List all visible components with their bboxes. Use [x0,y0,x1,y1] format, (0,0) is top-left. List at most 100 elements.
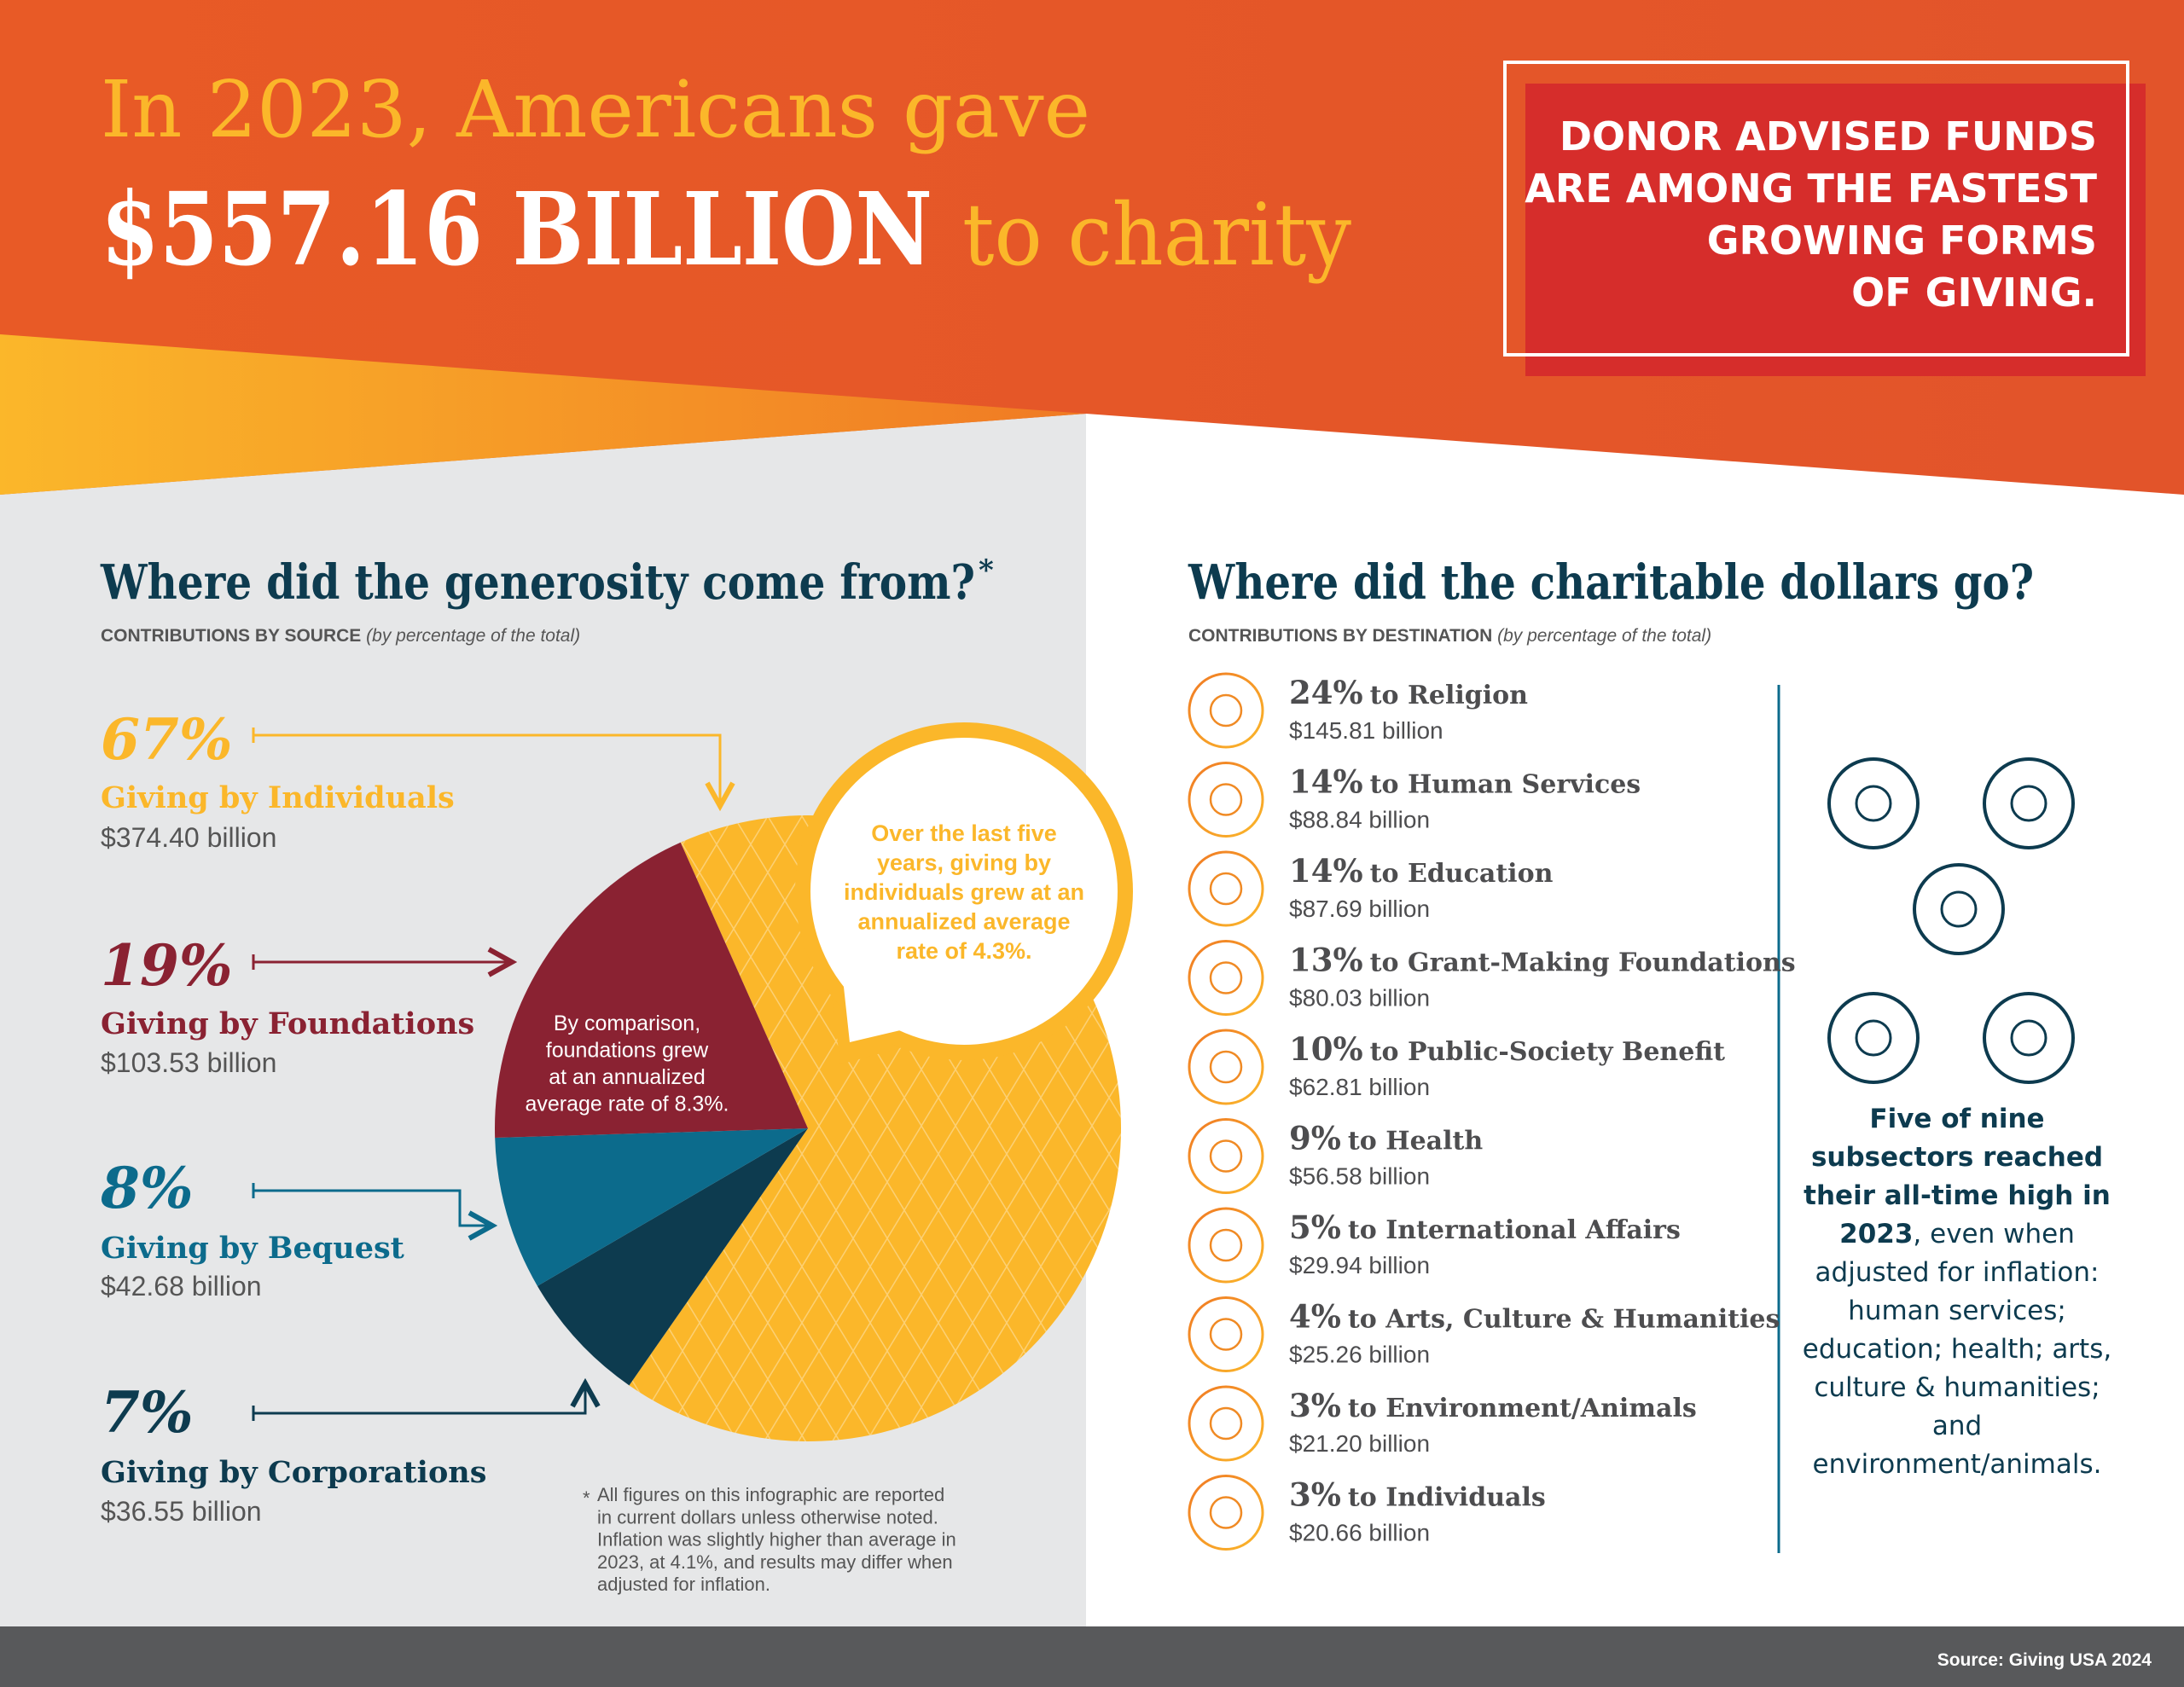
icon-ring [1188,1029,1264,1105]
sector-icon [1983,757,2075,849]
destination-line: 9% to Health [1289,1120,1483,1157]
callout-box [1525,84,2146,376]
destination-line: 13% to Grant-Making Foundations [1289,942,1796,979]
destination-amount: $25.26 billion [1289,1342,1430,1368]
annotation: rate of 4.3%. [896,938,1031,964]
arrow [253,1189,492,1226]
destination-percent: 9% [1289,1120,1341,1157]
header-accent [0,334,1086,495]
icon-glyph [1209,1139,1243,1173]
arrow [253,733,720,806]
sidebar-text: Five of nine subsectors reached their al… [1786,1100,2128,1484]
destination-label: to Individuals [1348,1483,1546,1513]
annotation: years, giving by [877,850,1051,876]
destination-amount: $62.81 billion [1289,1074,1430,1100]
arrow [253,1383,585,1415]
destination-label: to Human Services [1370,770,1641,800]
icon-glyph [1209,961,1243,994]
destination-amount: $56.58 billion [1289,1163,1430,1190]
destination-amount: $20.66 billion [1289,1520,1430,1546]
annotation: By comparison, [554,1012,700,1035]
subtitle: CONTRIBUTIONS BY DESTINATION [1188,626,1492,646]
icon-glyph [1209,1228,1243,1262]
icon-glyph [1209,693,1243,728]
annotation: at an annualized [549,1065,705,1089]
source-subtitle: CONTRIBUTIONS BY SOURCE (by percentage o… [101,626,580,646]
callout-outline [1503,61,2129,357]
footnote: in current dollars unless otherwise note… [597,1506,938,1528]
source-amount: $36.55 billion [101,1496,262,1527]
icon-ring [1188,672,1264,749]
destination-percent: 3% [1289,1387,1341,1424]
pie-slice [495,1128,808,1286]
bubble [810,738,1118,1045]
source-amount: $103.53 billion [101,1047,276,1078]
destination-label: to Religion [1370,681,1529,710]
subtitle: CONTRIBUTIONS BY SOURCE [101,626,361,646]
footnote: 2023, at 4.1%, and results may differ wh… [597,1551,953,1573]
destination-percent: 13% [1289,942,1363,979]
destination-percent: 24% [1289,674,1363,711]
sector-icon [1827,992,1920,1084]
headline-amount: $557.16 BILLION [101,170,932,288]
destination-amount: $87.69 billion [1289,896,1430,922]
source-label: Giving by Corporations [101,1455,486,1490]
destination-percent: 14% [1289,763,1363,801]
destination-subtitle: CONTRIBUTIONS BY DESTINATION (by percent… [1188,626,1711,646]
destination-label: to Education [1370,859,1554,889]
source-percent: 8% [100,1155,194,1221]
icon-ring [1188,1475,1264,1551]
icon-glyph [1209,783,1243,816]
footnote: All figures on this infographic are repo… [597,1484,944,1505]
sector-icon [1913,863,2005,955]
source-label: Giving by Bequest [101,1231,404,1266]
source-amount: $374.40 billion [101,822,276,853]
destination-percent: 10% [1289,1030,1363,1068]
destination-percent: 4% [1289,1298,1341,1336]
footnote: adjusted for inflation. [597,1574,770,1595]
icon-ring [1188,940,1264,1016]
sidebar-bold: Five of nine subsectors reached their al… [1804,1104,2111,1249]
destination-label: to Arts, Culture & Humanities [1348,1305,1780,1335]
callout-line: ARE AMONG THE FASTEST [1525,165,2097,212]
sector-icon-glyph [1855,1019,1892,1057]
annotation: Over the last five [871,820,1057,846]
callout-line: GROWING FORMS [1707,217,2097,264]
destination-line: 3% to Individuals [1289,1476,1546,1514]
destination-line: 14% to Human Services [1289,763,1641,801]
destination-line: 24% to Religion [1289,674,1528,711]
source-label: Giving by Individuals [101,780,455,815]
icon-glyph [1209,1406,1243,1441]
icon-ring [1188,1296,1264,1372]
footer-band [0,1626,2184,1687]
destination-title: Where did the charitable dollars go? [1188,554,2034,611]
destination-amount: $88.84 billion [1289,807,1430,833]
callout-line: DONOR ADVISED FUNDS [1560,113,2097,159]
sector-icon [1983,992,2075,1084]
destination-percent: 3% [1289,1476,1341,1514]
source-percent: 67% [101,706,233,773]
source-title: Where did the generosity come from? [100,554,975,611]
destination-label: to International Affairs [1348,1215,1681,1245]
headline-line1: In 2023, Americans gave [101,64,1090,155]
source-percent: 19% [101,932,233,999]
icon-ring [1188,1385,1264,1462]
annotation: foundations grew [546,1039,709,1063]
icon-glyph [1209,1050,1243,1084]
destination-line: 14% to Education [1289,852,1554,890]
footnote: Inflation was slightly higher than avera… [597,1529,956,1551]
icon-ring [1188,1207,1264,1284]
destination-line: 3% to Environment/Animals [1289,1387,1697,1424]
subtitle-note: (by percentage of the total) [366,626,580,646]
source-percent: 7% [101,1379,194,1446]
destination-amount: $80.03 billion [1289,985,1430,1012]
pie-slice [537,1128,808,1386]
icon-glyph [1209,872,1243,906]
sector-icon-glyph [2010,1019,2048,1057]
subtitle-note: (by percentage of the total) [1497,626,1711,646]
annotation: annualized average [857,909,1070,935]
destination-amount: $21.20 billion [1289,1430,1430,1457]
destination-label: to Public-Society Benefit [1370,1037,1725,1067]
